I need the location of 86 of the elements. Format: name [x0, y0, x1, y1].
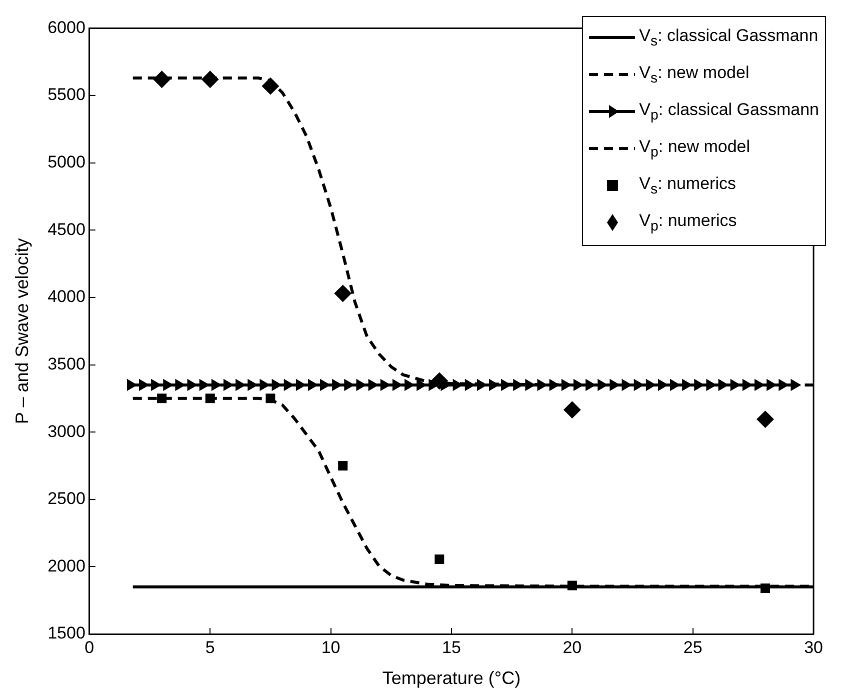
x-tick-label: 10	[321, 638, 340, 657]
point	[199, 380, 208, 390]
x-tick-label: 0	[84, 638, 94, 657]
y-tick-label: 3500	[48, 354, 86, 374]
point	[434, 554, 444, 564]
point	[658, 380, 667, 390]
y-tick-label: 6000	[48, 18, 86, 37]
point	[489, 380, 498, 390]
point	[610, 380, 619, 390]
point	[513, 380, 522, 390]
legend-label: V$_{p}$: numerics	[639, 210, 737, 234]
point	[356, 380, 366, 390]
y-tick-label: 2500	[48, 489, 86, 508]
point	[756, 410, 774, 428]
point	[284, 380, 293, 390]
point	[416, 380, 426, 390]
y-tick-label: 1500	[48, 624, 86, 643]
x-tick-label: 30	[804, 638, 824, 657]
x-axis-title: Temperature (°C)	[382, 668, 521, 688]
point	[380, 380, 390, 390]
point	[646, 380, 655, 390]
point	[598, 380, 607, 390]
point	[561, 380, 570, 390]
point	[151, 380, 160, 390]
point	[670, 380, 680, 390]
point	[392, 380, 402, 390]
point	[344, 380, 354, 390]
point	[272, 380, 281, 390]
point	[537, 380, 546, 390]
point	[634, 380, 643, 390]
point	[428, 380, 438, 390]
point	[404, 380, 414, 390]
x-tick-label: 20	[562, 638, 582, 657]
point	[260, 380, 269, 390]
y-tick-label: 4000	[48, 287, 86, 306]
point	[525, 380, 534, 390]
point	[320, 380, 330, 390]
point	[236, 380, 245, 390]
point	[682, 380, 692, 390]
point	[586, 380, 595, 390]
y-axis-title: P – and Swave velocity	[12, 238, 32, 424]
point	[742, 380, 752, 390]
point	[501, 380, 510, 390]
point	[622, 380, 631, 390]
point	[368, 380, 378, 390]
point	[332, 380, 342, 390]
point	[790, 380, 800, 390]
x-tick-label: 25	[683, 638, 702, 657]
x-tick-label: 15	[442, 638, 461, 657]
point	[175, 380, 184, 390]
point	[211, 380, 220, 390]
point	[718, 380, 728, 390]
point	[338, 460, 348, 470]
legend-label: V$_{s}$: numerics	[639, 174, 736, 198]
point	[778, 380, 788, 390]
point	[139, 380, 148, 390]
point	[730, 380, 740, 390]
point	[564, 401, 581, 418]
y-tick-label: 4500	[48, 220, 86, 239]
legend-label: V$_{p}$: classical Gassmann	[639, 100, 819, 124]
y-tick-label: 3000	[48, 422, 86, 441]
point	[163, 380, 172, 390]
y-tick-label: 5500	[48, 85, 86, 104]
point	[308, 380, 317, 390]
point	[464, 380, 474, 390]
point	[694, 380, 704, 390]
point	[248, 380, 257, 390]
y-tick-label: 5000	[48, 152, 86, 172]
point	[296, 380, 305, 390]
point	[754, 380, 764, 390]
point	[126, 380, 136, 390]
y-tick-label: 2000	[48, 556, 86, 576]
legend-label: V$_{s}$: classical Gassmann	[639, 26, 818, 50]
legend-label: V$_{s}$: new model	[639, 62, 750, 86]
point	[476, 380, 486, 390]
point	[334, 284, 352, 302]
x-tick-label: 5	[205, 638, 215, 657]
point	[766, 380, 776, 390]
point	[573, 380, 582, 390]
point	[452, 380, 462, 390]
point	[157, 394, 167, 404]
point	[187, 380, 196, 390]
point	[549, 380, 558, 390]
point	[706, 380, 716, 390]
point	[224, 380, 233, 390]
legend-label: V$_{p}$: new model	[639, 136, 750, 160]
